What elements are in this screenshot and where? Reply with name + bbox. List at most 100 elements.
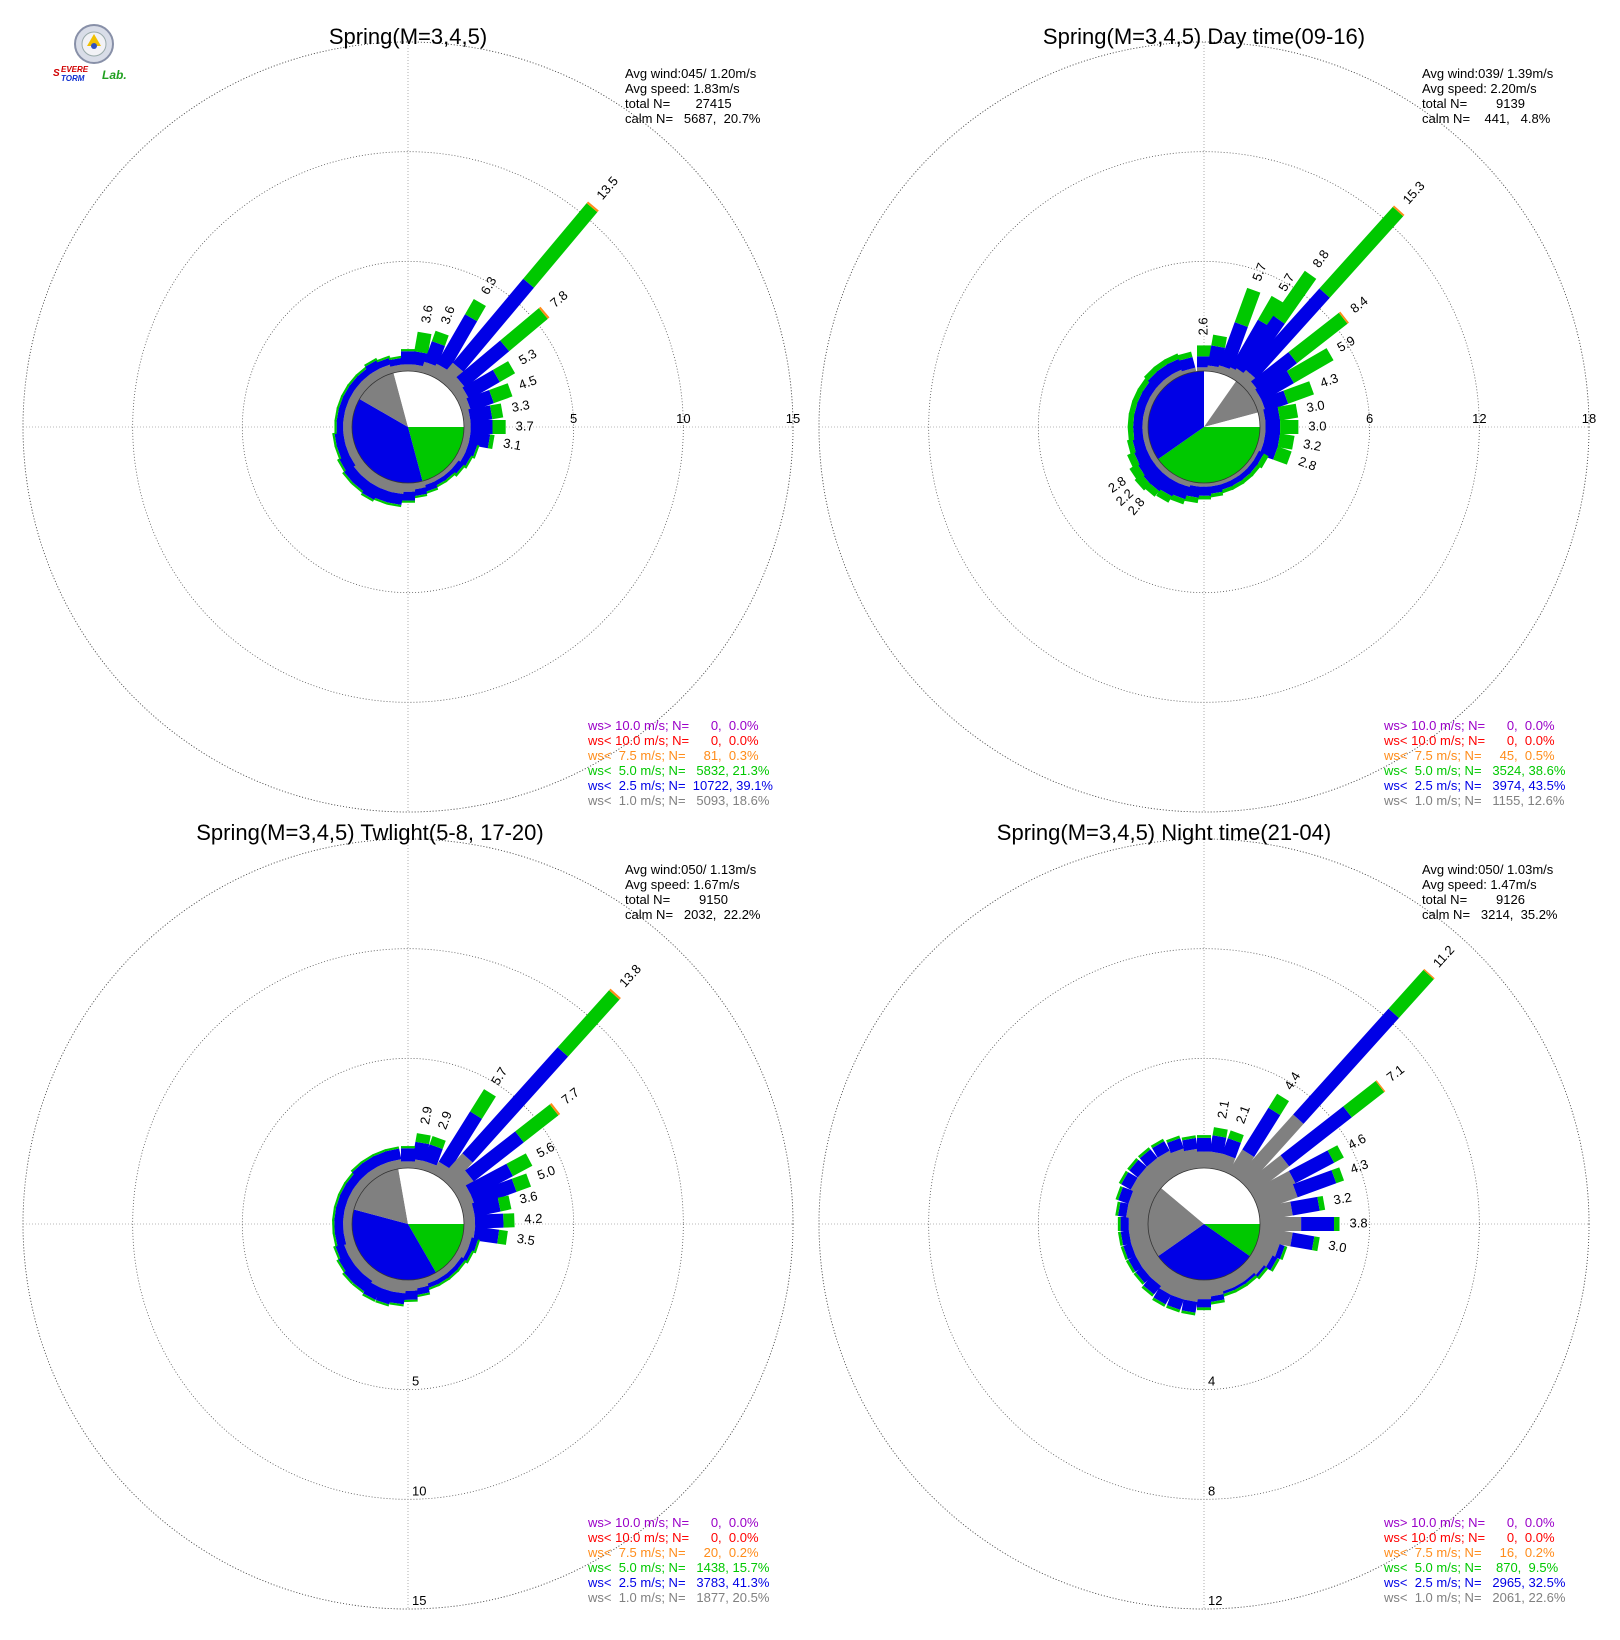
legend-entry: ws< 2.5 m/s; N= 3783, 41.3% bbox=[587, 1575, 770, 1590]
petal-segment bbox=[1152, 1141, 1170, 1158]
petal-segment bbox=[401, 349, 415, 352]
radial-tick-label: 4 bbox=[1208, 1374, 1215, 1389]
wind-rose-panel: 6 12 182.65.7 5.78.815.38.45.94.33.03.03.22… bbox=[818, 24, 1596, 813]
petal-value-label: 11.2 bbox=[1430, 942, 1457, 970]
legend-entry: ws< 7.5 m/s; N= 81, 0.3% bbox=[587, 748, 759, 763]
petal-value-label: 3.0 bbox=[1308, 418, 1326, 433]
stat-line: Avg speed: 1.67m/s bbox=[625, 877, 740, 892]
petal-segment bbox=[1197, 1137, 1211, 1152]
petal-value-label: 3.6 bbox=[418, 304, 436, 324]
petal-value-label: 7.8 bbox=[547, 287, 570, 310]
petal-segment bbox=[334, 431, 346, 447]
petal-segment bbox=[465, 1163, 514, 1198]
petal-segment bbox=[1167, 1294, 1184, 1310]
petal-segment bbox=[364, 357, 378, 367]
petal-segment bbox=[1283, 381, 1314, 404]
lab-logo: S EVERE TORM Lab. bbox=[52, 24, 142, 86]
petal-segment bbox=[1234, 1283, 1248, 1293]
petal-value-label: 2.1 bbox=[1214, 1099, 1232, 1119]
calm-pie-slice bbox=[408, 371, 464, 427]
petal-segment bbox=[1117, 1202, 1129, 1218]
petal-segment bbox=[1277, 403, 1299, 421]
legend-entry: ws< 1.0 m/s; N= 2061, 22.6% bbox=[1383, 1590, 1566, 1605]
petal-segment bbox=[424, 487, 439, 495]
petal-segment bbox=[609, 988, 621, 1000]
petal-segment bbox=[336, 407, 346, 423]
petal-segment bbox=[1153, 359, 1169, 372]
calm-pie-slice bbox=[1204, 427, 1260, 483]
petal-segment bbox=[465, 1250, 475, 1264]
petal-segment bbox=[334, 1230, 347, 1247]
logo-lab: Lab. bbox=[102, 68, 127, 82]
petal-segment bbox=[401, 491, 415, 501]
petal-segment bbox=[1311, 1236, 1320, 1252]
petal-segment bbox=[1273, 270, 1317, 324]
legend-entry: ws< 10.0 m/s; N= 0, 0.0% bbox=[587, 1530, 759, 1545]
petal-segment bbox=[1256, 453, 1269, 469]
petal-segment bbox=[523, 203, 598, 288]
petal-segment bbox=[1246, 288, 1330, 380]
petal-segment bbox=[1197, 356, 1211, 368]
petal-segment bbox=[415, 1133, 431, 1145]
legend-entry: ws< 10.0 m/s; N= 0, 0.0% bbox=[587, 733, 759, 748]
petal-segment bbox=[1133, 413, 1144, 429]
legend-entry: ws< 1.0 m/s; N= 1877, 20.5% bbox=[587, 1590, 770, 1605]
petal-segment bbox=[1150, 1138, 1165, 1149]
petal-value-label: 4.3 bbox=[1318, 370, 1340, 390]
petal-segment bbox=[1178, 356, 1196, 372]
petal-segment bbox=[1274, 1244, 1285, 1260]
petal-segment bbox=[351, 1282, 365, 1294]
petal-segment bbox=[1143, 366, 1158, 381]
calm-pie-slice bbox=[353, 1168, 408, 1224]
stat-line: Avg wind:050/ 1.03m/s bbox=[1422, 862, 1554, 877]
petal-segment bbox=[412, 1141, 430, 1162]
petal-segment bbox=[389, 1302, 404, 1307]
calm-pie-slice bbox=[1204, 381, 1259, 427]
petal-value-label: 2.8 bbox=[1296, 453, 1318, 473]
panel-title: Spring(M=3,4,5) Twlight(5-8, 17-20) bbox=[196, 820, 543, 845]
petal-segment bbox=[1164, 353, 1180, 365]
petal-segment bbox=[1182, 1137, 1198, 1152]
calm-pie-slice bbox=[1147, 371, 1204, 460]
petal-segment bbox=[1236, 1114, 1304, 1188]
petal-value-label: 4.5 bbox=[517, 372, 539, 392]
stat-line: Avg speed: 2.20m/s bbox=[1422, 81, 1537, 96]
petal-segment bbox=[332, 432, 337, 448]
petal-segment bbox=[1234, 287, 1261, 327]
petal-segment bbox=[372, 1149, 387, 1157]
petal-segment bbox=[1270, 1258, 1280, 1272]
petal-segment bbox=[1181, 1135, 1196, 1141]
petal-segment bbox=[1207, 484, 1223, 495]
calm-circle bbox=[1147, 1167, 1261, 1281]
petal-segment bbox=[351, 482, 364, 493]
petal-segment bbox=[1286, 348, 1334, 384]
petal-segment bbox=[1242, 1107, 1281, 1157]
petal-segment bbox=[557, 990, 620, 1057]
petal-value-label: 13.8 bbox=[616, 961, 644, 990]
petal-segment bbox=[1156, 489, 1173, 503]
petal-segment bbox=[1288, 312, 1348, 364]
petal-segment bbox=[1133, 425, 1144, 441]
petal-value-label: 5.7 bbox=[488, 1064, 510, 1087]
legend-entry: ws< 7.5 m/s; N= 16, 0.2% bbox=[1383, 1545, 1555, 1560]
legend-entry: ws< 7.5 m/s; N= 20, 0.2% bbox=[587, 1545, 759, 1560]
legend-entry: ws> 10.0 m/s; N= 0, 0.0% bbox=[1383, 1515, 1555, 1530]
petal-value-label: 4.2 bbox=[524, 1211, 543, 1227]
petal-segment bbox=[1152, 1297, 1166, 1307]
legend-entry: ws< 2.5 m/s; N= 2965, 32.5% bbox=[1383, 1575, 1566, 1590]
petal-segment bbox=[1158, 1268, 1183, 1295]
radial-tick-label: 10 bbox=[412, 1483, 426, 1498]
radial-tick-label: 8 bbox=[1208, 1483, 1215, 1498]
petal-segment bbox=[347, 374, 358, 387]
petal-segment bbox=[1242, 1254, 1264, 1276]
petal-segment bbox=[1197, 1135, 1211, 1138]
petal-value-label: 2.6 bbox=[1195, 317, 1210, 335]
petal-segment bbox=[470, 420, 493, 434]
logo-torm: TORM bbox=[61, 74, 85, 83]
petal-segment bbox=[1115, 1201, 1121, 1216]
legend-entry: ws< 2.5 m/s; N= 3974, 43.5% bbox=[1383, 778, 1566, 793]
petal-segment bbox=[1127, 452, 1140, 468]
petal-segment bbox=[1197, 1307, 1211, 1311]
petal-segment bbox=[414, 331, 432, 354]
